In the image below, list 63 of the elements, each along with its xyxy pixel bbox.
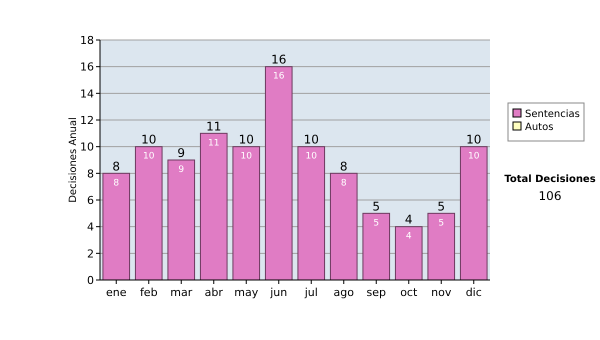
bar <box>264 66 293 280</box>
data-label: 5 <box>438 218 444 228</box>
legend-label: Sentencias <box>525 109 580 120</box>
bar <box>330 172 358 280</box>
bar <box>460 146 488 280</box>
total-label: 5 <box>437 199 446 214</box>
bar <box>102 172 130 280</box>
text: Total Decisiones <box>504 174 596 185</box>
data-label: 8 <box>340 178 347 188</box>
bar <box>297 146 326 280</box>
y-tick-label: 0 <box>87 274 94 287</box>
y-tick-label: 18 <box>80 34 94 47</box>
y-axis-title: Decisiones Anual <box>68 117 79 203</box>
data-label: 16 <box>273 72 285 82</box>
x-tick-label: feb <box>140 286 158 299</box>
data-label: 9 <box>178 165 184 175</box>
bar <box>167 160 196 280</box>
data-label: 10 <box>468 152 480 162</box>
total-label: 4 <box>404 212 413 227</box>
total-label: 8 <box>340 159 348 174</box>
y-tick-label: 12 <box>80 114 94 127</box>
bar <box>134 146 163 280</box>
x-tick-label: abr <box>204 286 224 299</box>
total-label: 10 <box>304 132 319 147</box>
data-label: 10 <box>143 152 155 162</box>
data-label: 10 <box>306 152 318 162</box>
bar <box>362 212 390 280</box>
total-label: 11 <box>206 119 222 134</box>
total-label: 10 <box>141 132 156 147</box>
y-tick-label: 16 <box>80 60 94 74</box>
y-tick-label: 14 <box>80 87 94 100</box>
y-tick-label: 10 <box>80 140 94 154</box>
legend-label: Autos <box>525 122 554 133</box>
total-label: 10 <box>238 132 254 147</box>
y-tick-label: 2 <box>87 247 94 260</box>
data-label: 11 <box>208 138 220 148</box>
total-label: 5 <box>372 199 380 214</box>
x-tick-label: ene <box>106 286 127 299</box>
y-tick-label: 8 <box>87 167 94 180</box>
x-tick-label: oct <box>400 286 418 299</box>
x-tick-label: ago <box>334 286 354 299</box>
data-label: 4 <box>406 232 412 242</box>
total-label: 10 <box>466 132 482 147</box>
y-tick-label: 4 <box>87 220 94 234</box>
bar <box>394 226 423 280</box>
data-label: 5 <box>373 218 380 228</box>
x-tick-label: jul <box>304 286 318 299</box>
total-label: 8 <box>112 159 120 174</box>
x-tick-label: dic <box>466 286 482 299</box>
data-label: 8 <box>113 178 120 188</box>
data-label: 10 <box>240 152 252 162</box>
total-label: 16 <box>271 52 286 67</box>
bar <box>232 146 260 280</box>
y-tick-label: 6 <box>87 194 94 207</box>
total-label: 9 <box>177 146 186 160</box>
x-tick-label: mar <box>170 286 193 299</box>
bar <box>427 212 456 280</box>
x-tick-label: may <box>234 286 259 299</box>
x-tick-label: nov <box>431 286 452 299</box>
text: 106 <box>538 189 562 203</box>
x-tick-label: sep <box>366 286 386 299</box>
x-tick-label: jun <box>269 286 288 299</box>
bar <box>200 132 228 280</box>
